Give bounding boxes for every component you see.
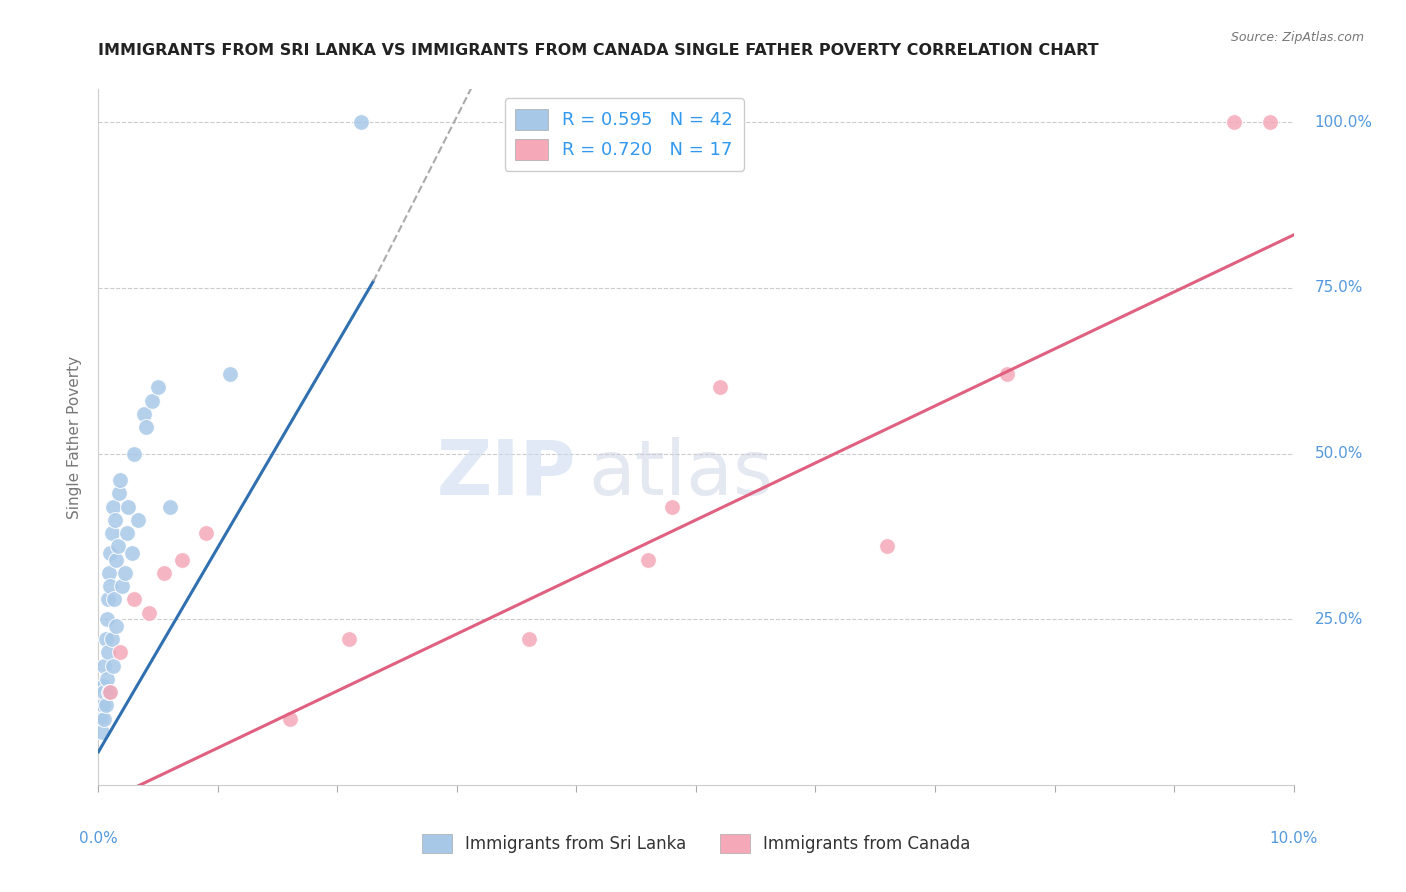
Text: 50.0%: 50.0% <box>1315 446 1362 461</box>
Point <box>115 526 138 541</box>
Point <box>98 685 121 699</box>
Point <box>124 592 146 607</box>
Point <box>153 566 176 580</box>
Point <box>661 500 683 514</box>
Point <box>148 380 170 394</box>
Point <box>172 552 194 566</box>
Point <box>98 579 122 593</box>
Text: 75.0%: 75.0% <box>1315 280 1362 295</box>
Point <box>278 712 301 726</box>
Text: 100.0%: 100.0% <box>1315 115 1372 130</box>
Point <box>97 592 120 607</box>
Point <box>159 500 181 514</box>
Point <box>98 566 121 580</box>
Point <box>93 685 115 699</box>
Point <box>219 367 242 381</box>
Point <box>96 672 118 686</box>
Point <box>135 420 157 434</box>
Point <box>98 685 122 699</box>
Text: atlas: atlas <box>588 436 773 510</box>
Point <box>90 712 112 726</box>
Point <box>121 546 143 560</box>
Point <box>91 698 114 713</box>
Point <box>91 725 114 739</box>
Point <box>101 500 124 514</box>
Point <box>107 486 129 500</box>
Point <box>637 552 659 566</box>
Point <box>93 658 115 673</box>
Point <box>339 632 360 647</box>
Point <box>100 632 122 647</box>
Point <box>876 540 898 554</box>
Point <box>107 540 129 554</box>
Point <box>105 619 128 633</box>
Point <box>194 526 218 541</box>
Point <box>101 658 124 673</box>
Point <box>709 380 731 394</box>
Point <box>117 500 139 514</box>
Point <box>108 645 131 659</box>
Point <box>350 115 373 129</box>
Point <box>517 632 540 647</box>
Point <box>127 513 149 527</box>
Point <box>141 393 163 408</box>
Point <box>103 592 125 607</box>
Point <box>124 447 146 461</box>
Legend: Immigrants from Sri Lanka, Immigrants from Canada: Immigrants from Sri Lanka, Immigrants fr… <box>415 828 977 860</box>
Point <box>108 473 131 487</box>
Text: IMMIGRANTS FROM SRI LANKA VS IMMIGRANTS FROM CANADA SINGLE FATHER POVERTY CORREL: IMMIGRANTS FROM SRI LANKA VS IMMIGRANTS … <box>98 43 1099 58</box>
Point <box>114 566 136 580</box>
Point <box>132 407 155 421</box>
Text: 10.0%: 10.0% <box>1270 831 1317 846</box>
Point <box>91 679 114 693</box>
Text: Source: ZipAtlas.com: Source: ZipAtlas.com <box>1230 31 1364 45</box>
Point <box>97 645 120 659</box>
Point <box>138 606 160 620</box>
Point <box>111 579 134 593</box>
Point <box>1258 115 1281 129</box>
Point <box>96 612 118 626</box>
Point <box>1222 115 1246 129</box>
Point <box>104 513 127 527</box>
Point <box>100 526 122 541</box>
Point <box>98 546 122 560</box>
Point <box>94 698 117 713</box>
Text: 25.0%: 25.0% <box>1315 612 1362 627</box>
Point <box>93 712 115 726</box>
Text: 0.0%: 0.0% <box>79 831 118 846</box>
Y-axis label: Single Father Poverty: Single Father Poverty <box>67 356 83 518</box>
Point <box>105 552 128 566</box>
Text: ZIP: ZIP <box>437 436 576 510</box>
Point <box>94 632 117 647</box>
Point <box>995 367 1018 381</box>
